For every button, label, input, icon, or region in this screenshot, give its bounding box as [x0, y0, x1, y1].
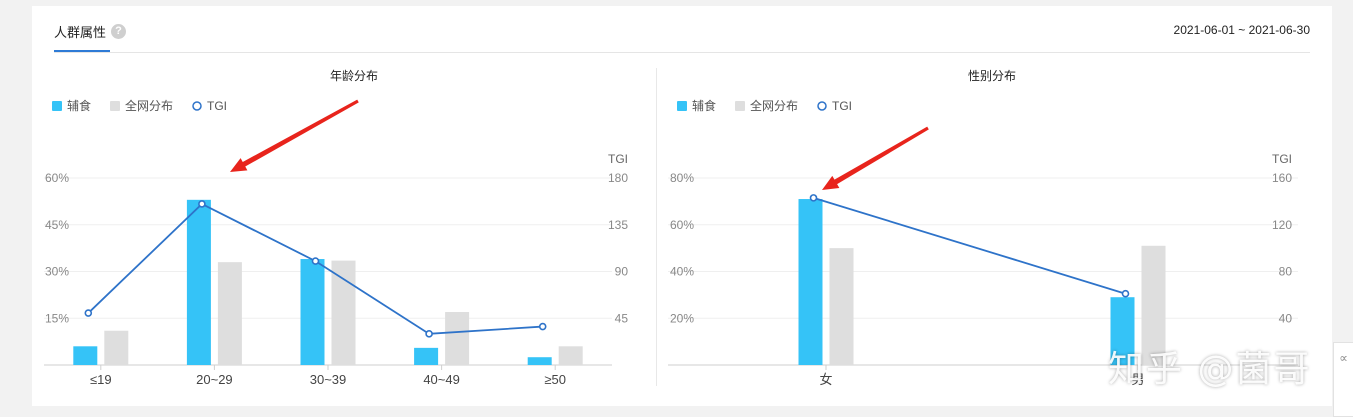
- x-tick-label: 30~39: [310, 372, 347, 387]
- x-tick-label: 男: [1131, 372, 1144, 387]
- y-right-tick-label: 160: [1272, 171, 1292, 185]
- y-left-tick-label: 60%: [45, 171, 69, 185]
- y-right-tick-label: 120: [1272, 218, 1292, 232]
- bar-primary: [300, 259, 325, 365]
- bar-total: [1141, 245, 1166, 365]
- bar-total: [558, 346, 583, 365]
- bar-primary: [527, 357, 552, 365]
- tgi-point: [311, 257, 320, 265]
- y-left-tick-label: 80%: [670, 171, 694, 185]
- bar-primary: [73, 346, 98, 365]
- x-tick-label: ≤19: [90, 372, 112, 387]
- x-tick-label: ≥50: [544, 372, 566, 387]
- annotation-arrow: [230, 99, 359, 172]
- y-right-tick-label: 180: [608, 171, 628, 185]
- legend-swatch: [735, 101, 745, 111]
- bar-primary: [186, 199, 211, 365]
- y-left-tick-label: 15%: [45, 311, 69, 325]
- header-divider: [54, 52, 1310, 53]
- legend-label: 辅食: [692, 98, 716, 113]
- y-right-tick-label: 135: [608, 218, 628, 232]
- legend-swatch: [677, 101, 687, 111]
- help-icon[interactable]: ?: [111, 24, 127, 39]
- y-right-tick-label: 90: [615, 265, 629, 279]
- share-icon: ∝: [1339, 351, 1348, 365]
- y-right-tick-label: 45: [615, 311, 629, 325]
- legend-label: TGI: [207, 99, 227, 113]
- legend-label: 辅食: [67, 98, 91, 113]
- legend-tgi-marker: [817, 101, 827, 111]
- tab-label: 人群属性: [54, 25, 107, 40]
- y-left-tick-label: 40%: [670, 265, 694, 279]
- watermark: 知乎 @菌哥: [1108, 349, 1312, 390]
- legend-label: 全网分布: [125, 98, 173, 113]
- chart-title: 年龄分布: [330, 69, 378, 83]
- tgi-point: [84, 309, 93, 317]
- y-right-axis-title: TGI: [608, 152, 628, 166]
- legend-tgi-marker: [192, 101, 202, 111]
- y-right-tick-label: 40: [1279, 311, 1293, 325]
- legend-label: 全网分布: [750, 98, 798, 113]
- legend-swatch: [52, 101, 62, 111]
- x-tick-label: 20~29: [196, 372, 233, 387]
- y-right-tick-label: 80: [1279, 265, 1293, 279]
- bar-total: [104, 330, 129, 365]
- x-tick-label: 女: [819, 372, 832, 387]
- legend-swatch: [110, 101, 120, 111]
- bar-primary: [1110, 297, 1135, 365]
- tgi-point: [1121, 289, 1130, 298]
- chart-title: 性别分布: [968, 69, 1016, 83]
- y-left-tick-label: 45%: [45, 218, 69, 232]
- y-left-tick-label: 20%: [670, 311, 694, 325]
- bar-total: [445, 312, 470, 365]
- x-tick-label: 40~49: [423, 372, 460, 387]
- tgi-point: [809, 194, 818, 202]
- y-left-tick-label: 60%: [670, 218, 694, 232]
- y-left-tick-label: 30%: [45, 265, 69, 279]
- tgi-line: [813, 197, 1126, 295]
- bar-total: [217, 262, 242, 365]
- chart-divider: [656, 68, 657, 386]
- tgi-point: [425, 330, 433, 338]
- annotation-arrow: [822, 126, 929, 190]
- bar-primary: [414, 347, 439, 365]
- bar-primary: [798, 199, 823, 365]
- tab-crowd-attributes[interactable]: 人群属性 ?: [54, 22, 127, 41]
- tgi-point: [198, 200, 206, 208]
- tab-active-indicator: [54, 50, 110, 52]
- side-share-tab[interactable]: ∝: [1333, 342, 1353, 417]
- legend-label: TGI: [832, 99, 852, 113]
- bar-total: [829, 248, 854, 365]
- y-right-axis-title: TGI: [1272, 152, 1292, 166]
- tgi-point: [538, 322, 547, 331]
- date-range: 2021-06-01 ~ 2021-06-30: [1173, 23, 1310, 37]
